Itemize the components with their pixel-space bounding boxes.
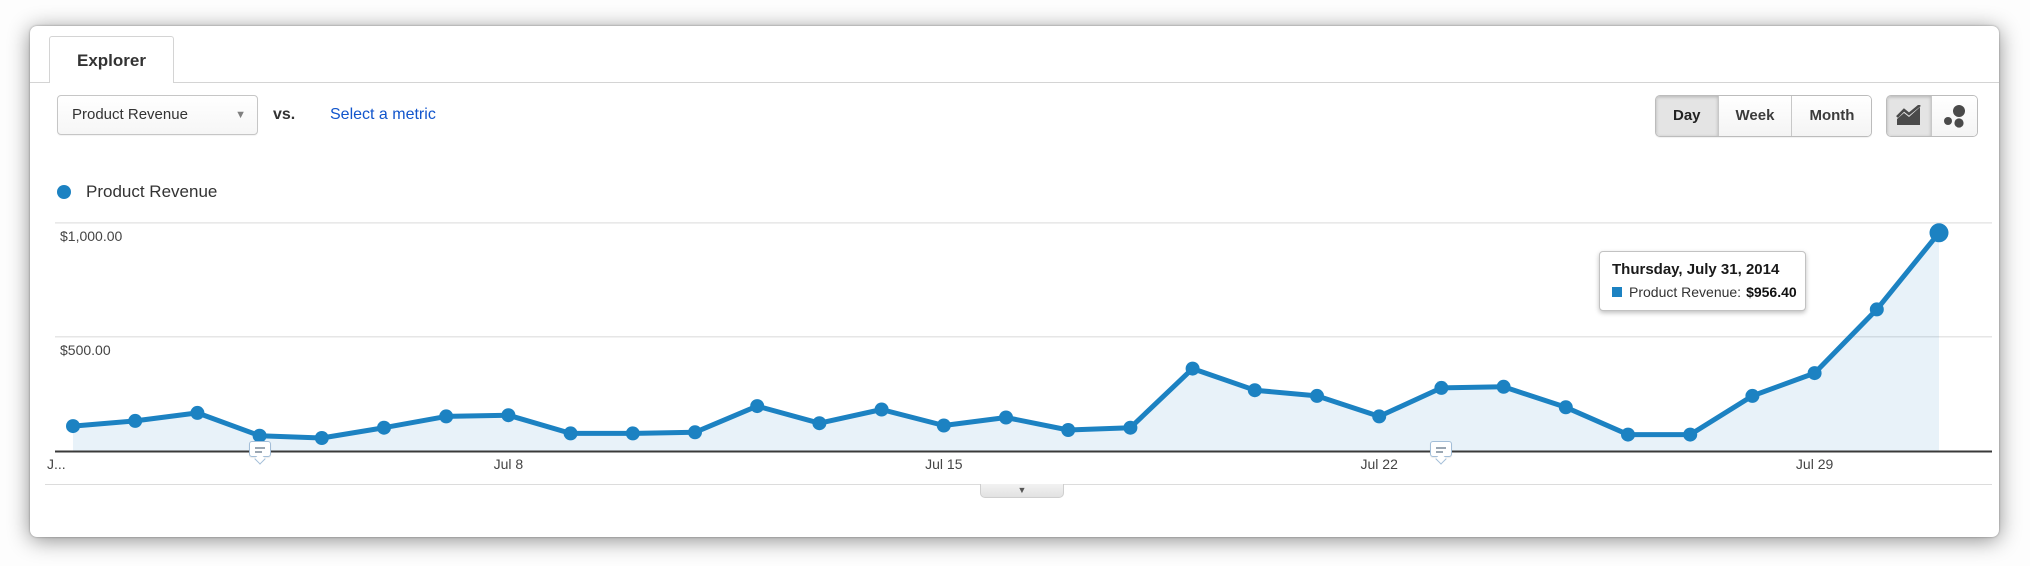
annotations-expander[interactable]: ▼ [980,484,1064,498]
motion-chart-icon [1943,105,1965,128]
data-point-jul-7[interactable] [439,409,454,424]
select-metric-link[interactable]: Select a metric [330,106,436,123]
tab-bar: Explorer [30,26,1999,84]
x-axis-label-Jul22: Jul 22 [1360,456,1398,472]
data-point-jul-16[interactable] [999,410,1013,425]
x-axis-label-Jul8: Jul 8 [493,456,524,472]
day-button[interactable]: Day [1656,96,1719,136]
vs-label: vs. [273,106,296,123]
metric-dropdown-value: Product Revenue [72,106,188,123]
data-point-jul-24[interactable] [1496,379,1511,394]
data-point-jul-12[interactable] [750,399,765,414]
data-point-jul-13[interactable] [812,416,827,431]
data-point-jul-23[interactable] [1434,380,1449,395]
data-point-jul-28[interactable] [1745,388,1760,403]
x-axis-label-J: J... [47,456,66,472]
data-point-jul-21[interactable] [1310,388,1324,403]
annotation-bubble-icon [248,441,271,457]
chevron-down-icon: ▼ [1017,485,1027,495]
x-axis-label-Jul29: Jul 29 [1795,456,1834,472]
data-point-jul-18[interactable] [1123,420,1138,435]
chart-type-control [1886,95,1978,137]
tab-explorer-label: Explorer [77,51,146,70]
tab-explorer[interactable]: Explorer [49,36,174,84]
y-axis-label-500: $500.00 [60,341,111,358]
y-axis-label-1000: $1,000.00 [60,227,123,244]
legend-series-dot [57,185,71,199]
tooltip-series-swatch [1612,287,1622,297]
line-chart-button[interactable] [1887,96,1932,136]
data-point-jul-1[interactable] [66,419,80,434]
data-point-jul-20[interactable] [1247,383,1262,398]
data-point-jul-10[interactable] [625,426,640,441]
data-point-jul-14[interactable] [874,402,889,417]
data-point-jul-31[interactable] [1929,223,1949,243]
annotation-marker-jul-4[interactable] [248,441,271,465]
data-point-jul-26[interactable] [1621,427,1635,442]
data-point-jul-8[interactable] [501,408,516,423]
data-point-jul-30[interactable] [1869,302,1884,317]
data-point-jul-25[interactable] [1558,400,1573,415]
tooltip-series-row: Product Revenue: $956.40 [1612,284,1797,300]
tooltip-series-label: Product Revenue: [1629,284,1742,300]
month-button[interactable]: Month [1792,96,1872,136]
data-point-jul-19[interactable] [1185,361,1200,376]
data-point-jul-29[interactable] [1807,366,1822,381]
data-point-jul-4[interactable] [252,428,267,443]
metric-dropdown[interactable]: Product Revenue ▼ [57,95,258,135]
data-point-jul-17[interactable] [1061,423,1076,437]
legend-series-label: Product Revenue [86,182,218,201]
data-point-jul-5[interactable] [314,431,329,445]
data-point-jul-27[interactable] [1683,427,1698,442]
data-point-jul-15[interactable] [936,418,951,433]
chart-tooltip: Thursday, July 31, 2014 Product Revenue:… [1599,251,1806,311]
motion-chart-button[interactable] [1932,96,1977,136]
tooltip-series-value: $956.40 [1746,284,1797,300]
annotation-marker-jul-23[interactable] [1430,441,1453,465]
granularity-control: Day Week Month [1655,95,1873,137]
series-area-fill [73,232,1939,451]
line-chart-icon [1896,105,1921,125]
x-axis-label-Jul15: Jul 15 [925,456,963,472]
data-point-jul-3[interactable] [190,405,205,420]
chevron-down-icon: ▼ [235,109,246,121]
tooltip-date: Thursday, July 31, 2014 [1612,261,1780,278]
data-point-jul-6[interactable] [377,420,391,435]
chart-legend: Product Revenue [57,182,217,202]
data-point-jul-22[interactable] [1372,409,1387,424]
data-point-jul-2[interactable] [128,413,143,428]
data-point-jul-9[interactable] [563,426,578,441]
week-button[interactable]: Week [1718,96,1793,136]
data-point-jul-11[interactable] [688,425,702,440]
